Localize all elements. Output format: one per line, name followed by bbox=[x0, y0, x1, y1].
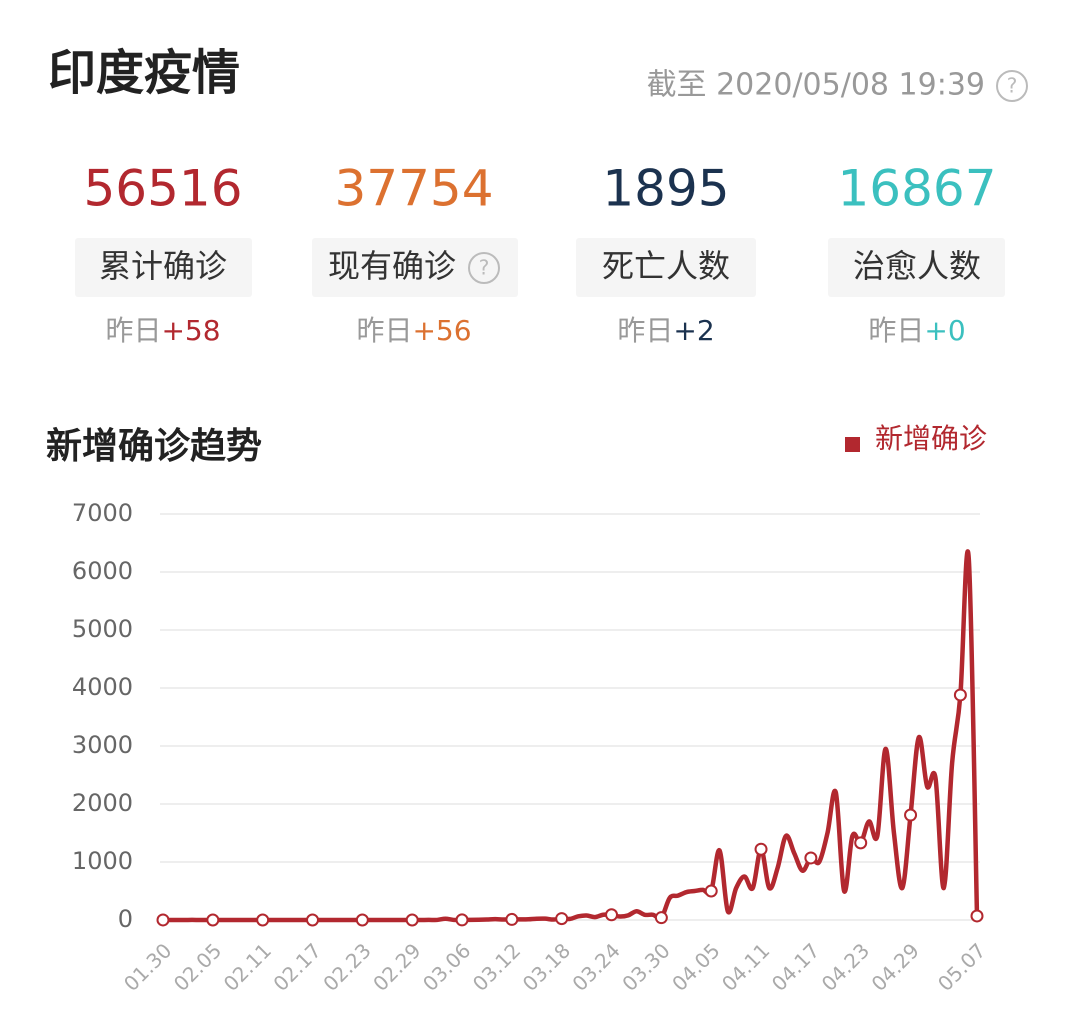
stat-label-box bbox=[75, 238, 252, 297]
stat-label-box bbox=[576, 238, 756, 297]
y-tick-label: 6000 bbox=[72, 557, 133, 585]
point-marker bbox=[704, 884, 718, 898]
x-tick-label: 02.11 bbox=[219, 938, 276, 995]
legend-label: 新增确诊 bbox=[875, 422, 987, 455]
point-marker bbox=[455, 913, 469, 927]
stat-label-box bbox=[828, 238, 1005, 297]
legend-swatch bbox=[845, 437, 860, 452]
y-tick-label: 3000 bbox=[72, 731, 133, 759]
help-icon[interactable] bbox=[468, 252, 500, 284]
point-marker bbox=[156, 913, 170, 927]
x-tick-label: 02.23 bbox=[318, 938, 375, 995]
series-line bbox=[162, 549, 980, 923]
y-tick-label: 0 bbox=[118, 905, 133, 933]
point-marker bbox=[256, 913, 270, 927]
stat-delta: 昨日+58 bbox=[105, 314, 220, 347]
point-marker bbox=[405, 913, 419, 927]
stat-value: 1895 bbox=[602, 160, 729, 218]
stat-label: 现有确诊 bbox=[328, 247, 456, 285]
point-marker bbox=[953, 688, 967, 702]
y-tick-label: 7000 bbox=[72, 499, 133, 527]
point-marker bbox=[654, 911, 668, 925]
stat-label-box bbox=[312, 238, 518, 297]
update-time: 截至 2020/05/08 19:39 bbox=[647, 68, 985, 103]
chart-title: 新增确诊趋势 bbox=[46, 426, 262, 467]
help-icon[interactable]: ? bbox=[996, 70, 1028, 102]
x-tick-label: 03.30 bbox=[617, 938, 674, 995]
svg-text:?: ? bbox=[1007, 74, 1018, 98]
stat-delta: 昨日+0 bbox=[868, 314, 965, 347]
delta-label: 昨日 bbox=[105, 314, 161, 347]
stat-label: 死亡人数 bbox=[602, 247, 730, 285]
x-tick-label: 03.06 bbox=[418, 938, 475, 995]
y-tick-label: 4000 bbox=[72, 673, 133, 701]
delta-value: +58 bbox=[161, 314, 220, 347]
stat-delta: 昨日+56 bbox=[356, 314, 471, 347]
point-marker bbox=[206, 913, 220, 927]
delta-value: +0 bbox=[924, 314, 965, 347]
point-marker bbox=[355, 913, 369, 927]
y-tick-label: 2000 bbox=[72, 789, 133, 817]
point-marker bbox=[306, 913, 320, 927]
x-tick-label: 01.30 bbox=[119, 938, 176, 995]
stat-value: 37754 bbox=[334, 160, 493, 218]
x-tick-label: 03.24 bbox=[567, 938, 624, 995]
delta-label: 昨日 bbox=[868, 314, 924, 347]
y-tick-label: 5000 bbox=[72, 615, 133, 643]
point-marker bbox=[904, 808, 918, 822]
delta-value: +2 bbox=[673, 314, 714, 347]
x-tick-label: 04.29 bbox=[867, 938, 924, 995]
stat-label: 治愈人数 bbox=[853, 247, 981, 285]
help-mark: ? bbox=[479, 256, 490, 280]
x-tick-label: 04.11 bbox=[717, 938, 774, 995]
x-tick-label: 03.18 bbox=[518, 938, 575, 995]
stat-value: 16867 bbox=[837, 160, 996, 218]
y-tick-label: 1000 bbox=[72, 847, 133, 875]
x-tick-label: 05.07 bbox=[933, 938, 990, 995]
delta-label: 昨日 bbox=[617, 314, 673, 347]
delta-label: 昨日 bbox=[356, 314, 412, 347]
x-tick-label: 04.05 bbox=[667, 938, 724, 995]
point-marker bbox=[854, 836, 868, 850]
point-marker bbox=[754, 842, 768, 856]
x-tick-label: 02.05 bbox=[169, 938, 226, 995]
x-tick-label: 02.29 bbox=[368, 938, 425, 995]
point-marker bbox=[555, 912, 569, 926]
stat-label: 累计确诊 bbox=[99, 247, 227, 285]
point-marker bbox=[804, 851, 818, 865]
point-marker bbox=[970, 909, 984, 923]
delta-value: +56 bbox=[412, 314, 471, 347]
point-marker bbox=[605, 908, 619, 922]
stat-value: 56516 bbox=[83, 160, 242, 218]
point-marker bbox=[505, 912, 519, 926]
x-tick-label: 04.17 bbox=[767, 938, 824, 995]
x-tick-label: 03.12 bbox=[468, 938, 525, 995]
stat-delta: 昨日+2 bbox=[617, 314, 714, 347]
x-tick-label: 02.17 bbox=[268, 938, 325, 995]
page-title: 印度疫情 bbox=[48, 45, 240, 101]
x-tick-label: 04.23 bbox=[817, 938, 874, 995]
